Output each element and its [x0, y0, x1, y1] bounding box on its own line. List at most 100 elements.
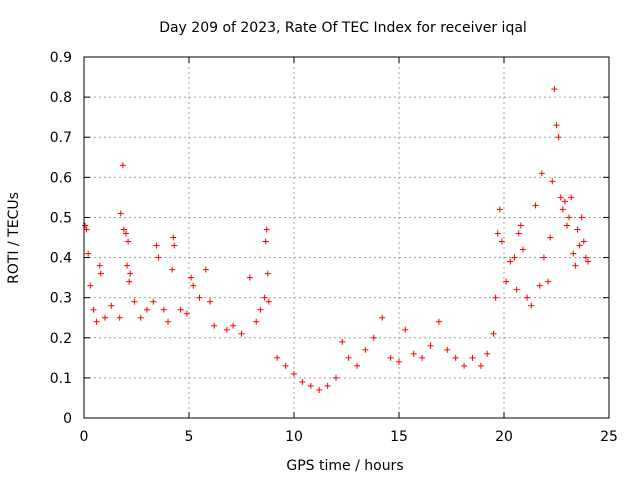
- data-point: [547, 234, 554, 241]
- data-point: [461, 362, 468, 369]
- data-point: [131, 298, 138, 305]
- data-point: [165, 318, 171, 325]
- y-tick-label: 0.5: [50, 210, 72, 226]
- data-point: [171, 242, 178, 249]
- data-point: [150, 298, 157, 305]
- data-point: [202, 266, 209, 273]
- data-point: [538, 170, 545, 177]
- data-point: [93, 318, 100, 325]
- data-point: [549, 178, 556, 185]
- axis-ticks: 0 5 10 15 20 25 0 0.1 0.2 0.3 0.4 0.5 0.6 0.7 0.8 0.9: [50, 50, 618, 445]
- x-tick-label: 0: [80, 429, 89, 445]
- data-point: [511, 254, 518, 261]
- data-point: [125, 238, 132, 245]
- data-point: [362, 346, 369, 353]
- y-tick-label: 0.3: [50, 291, 72, 307]
- data-point: [177, 306, 184, 313]
- data-point: [333, 374, 339, 381]
- data-point: [545, 278, 552, 285]
- y-tick-label: 0.8: [50, 90, 72, 106]
- y-tick-label: 0.4: [50, 251, 72, 267]
- data-point: [570, 250, 577, 257]
- data-point: [169, 266, 176, 273]
- data-point: [82, 222, 89, 229]
- data-point: [170, 234, 177, 241]
- data-point: [155, 254, 162, 261]
- data-point: [116, 314, 123, 321]
- data-point: [263, 226, 270, 233]
- data-point: [427, 342, 434, 349]
- x-tick-label: 20: [495, 429, 513, 445]
- data-point: [540, 254, 547, 261]
- data-point: [528, 302, 535, 309]
- data-point: [496, 206, 503, 213]
- data-point: [402, 326, 409, 333]
- data-point: [291, 370, 297, 377]
- chart-title: Day 209 of 2023, Rate Of TEC Index for r…: [159, 20, 527, 36]
- data-point: [324, 382, 331, 389]
- data-point: [85, 250, 92, 257]
- x-axis-title: GPS time / hours: [286, 458, 403, 474]
- data-point: [126, 278, 133, 285]
- y-tick-label: 0.1: [50, 371, 72, 387]
- data-point: [153, 242, 160, 249]
- data-point: [435, 318, 442, 325]
- data-point: [513, 286, 520, 293]
- data-point: [536, 282, 543, 289]
- data-point: [396, 358, 402, 365]
- data-point: [519, 246, 526, 253]
- y-tick-label: 0.6: [50, 170, 72, 186]
- data-point: [524, 294, 531, 301]
- x-tick-label: 25: [600, 429, 618, 445]
- data-point: [339, 338, 346, 345]
- data-point: [211, 322, 218, 329]
- data-point: [532, 202, 539, 209]
- data-point: [261, 294, 268, 301]
- data-point: [144, 306, 150, 313]
- data-point: [507, 258, 514, 265]
- y-axis-title: ROTI / TECUs: [6, 192, 22, 284]
- data-point: [477, 362, 484, 369]
- data-point: [419, 354, 426, 361]
- data-point: [444, 346, 451, 353]
- data-point: [354, 362, 360, 369]
- data-point: [257, 306, 264, 313]
- data-point: [580, 238, 587, 245]
- data-point: [137, 314, 144, 321]
- data-point: [117, 210, 124, 217]
- x-tick-label: 10: [285, 429, 303, 445]
- data-point: [124, 262, 131, 269]
- data-point: [345, 354, 352, 361]
- data-point: [578, 214, 585, 221]
- data-point: [274, 354, 281, 361]
- data-point: [83, 226, 90, 233]
- data-point: [119, 162, 126, 169]
- data-point: [108, 302, 115, 309]
- data-point: [469, 354, 476, 361]
- data-point: [127, 270, 134, 277]
- data-point: [452, 354, 459, 361]
- data-point: [410, 350, 417, 357]
- data-point: [238, 330, 245, 337]
- data-point: [265, 298, 272, 305]
- data-point: [566, 214, 573, 221]
- x-tick-label: 15: [390, 429, 408, 445]
- data-point: [190, 282, 197, 289]
- y-tick-label: 0.2: [50, 331, 72, 347]
- data-point: [188, 274, 195, 281]
- data-point: [553, 122, 560, 129]
- data-point: [517, 222, 524, 229]
- data-point: [585, 258, 591, 265]
- data-point: [96, 262, 103, 269]
- data-point: [90, 306, 97, 313]
- data-point: [160, 306, 167, 313]
- data-point: [379, 314, 386, 321]
- x-tick-label: 5: [185, 429, 194, 445]
- data-point: [230, 322, 237, 329]
- data-point: [559, 206, 566, 213]
- y-tick-label: 0.7: [50, 130, 72, 146]
- data-point: [484, 350, 491, 357]
- data-point: [370, 334, 377, 341]
